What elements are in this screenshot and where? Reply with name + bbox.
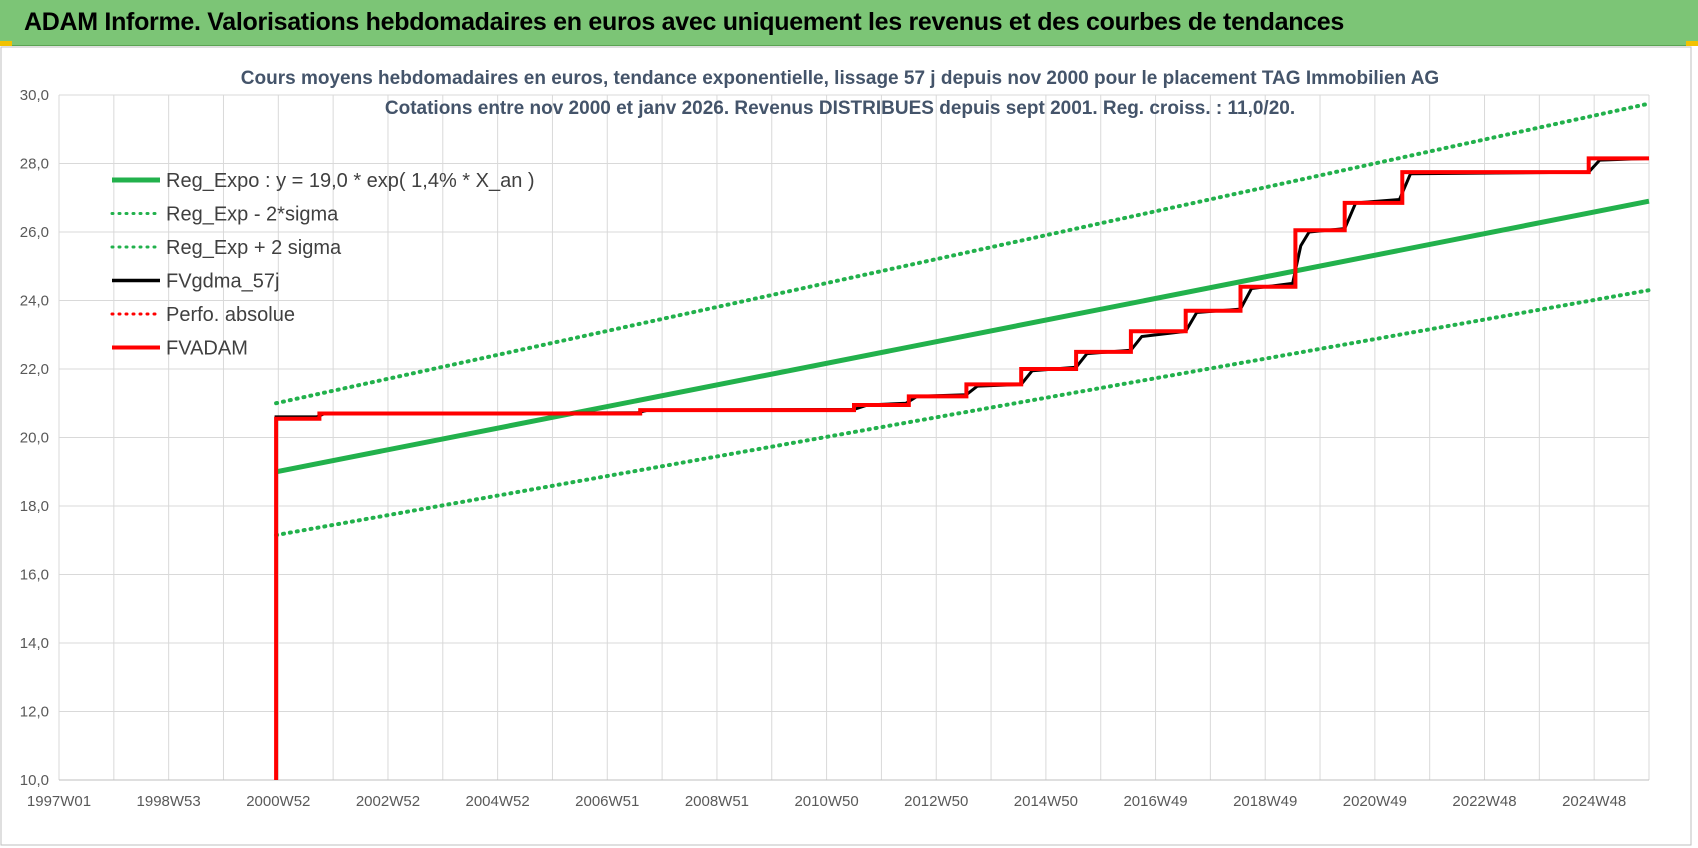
legend-label-2: Reg_Exp + 2 sigma	[166, 237, 342, 259]
x-tick-label: 2020W49	[1343, 793, 1407, 810]
y-tick-label: 18,0	[20, 498, 49, 515]
legend-label-5: FVADAM	[166, 338, 248, 360]
x-tick-label: 2012W50	[904, 793, 968, 810]
corner-marker-left	[0, 41, 12, 46]
series-line-1	[274, 288, 1651, 538]
y-tick-label: 24,0	[20, 293, 49, 310]
chart-border	[0, 46, 1692, 846]
y-tick-label: 14,0	[20, 635, 49, 652]
legend-label-0: Reg_Expo : y = 19,0 * exp( 1,4% * X_an )	[166, 170, 535, 192]
x-tick-label: 2006W51	[575, 793, 639, 810]
report-title: ADAM Informe. Valorisations hebdomadaire…	[24, 8, 1345, 36]
corner-marker-right	[1686, 41, 1698, 46]
chart-subtitle: Cotations entre nov 2000 et janv 2026. R…	[385, 98, 1295, 119]
trend-chart: 10,0 12,0 14,0 16,0 18,0 20,0 22,0 24,0 26,0 28,0…	[0, 46, 1692, 846]
x-tick-label: 2000W52	[246, 793, 310, 810]
x-tick-label: 1998W53	[137, 793, 201, 810]
x-tick-label: 2008W51	[685, 793, 749, 810]
x-tick-label: 2022W48	[1452, 793, 1516, 810]
x-tick-label: 2014W50	[1014, 793, 1078, 810]
y-tick-label: 26,0	[20, 224, 49, 241]
series-line-5	[274, 156, 1649, 780]
chart-area: 10,0 12,0 14,0 16,0 18,0 20,0 22,0 24,0 26,0 28,0…	[0, 46, 1698, 848]
legend-label-1: Reg_Exp - 2*sigma	[166, 204, 339, 226]
x-tick-label: 2002W52	[356, 793, 420, 810]
x-tick-label: 1997W01	[27, 793, 91, 810]
y-tick-label: 10,0	[20, 772, 49, 789]
x-tick-label: 2024W48	[1562, 793, 1626, 810]
legend-label-4: Perfo. absolue	[166, 304, 295, 326]
x-tick-label: 2016W49	[1123, 793, 1187, 810]
y-tick-label: 30,0	[20, 87, 49, 104]
y-tick-label: 12,0	[20, 704, 49, 721]
legend-label-3: FVgdma_57j	[166, 271, 279, 293]
y-tick-label: 22,0	[20, 361, 49, 378]
report-header: ADAM Informe. Valorisations hebdomadaire…	[0, 0, 1698, 46]
y-tick-label: 20,0	[20, 430, 49, 447]
series-line-0	[275, 198, 1650, 475]
y-tick-label: 28,0	[20, 156, 49, 173]
series-line-3	[274, 156, 1650, 780]
x-tick-label: 2004W52	[466, 793, 530, 810]
chart-title: Cours moyens hebdomadaires en euros, ten…	[241, 68, 1439, 89]
x-tick-label: 2018W49	[1233, 793, 1297, 810]
x-tick-label: 2010W50	[794, 793, 858, 810]
series-line-2	[274, 101, 1651, 406]
y-tick-label: 16,0	[20, 567, 49, 584]
